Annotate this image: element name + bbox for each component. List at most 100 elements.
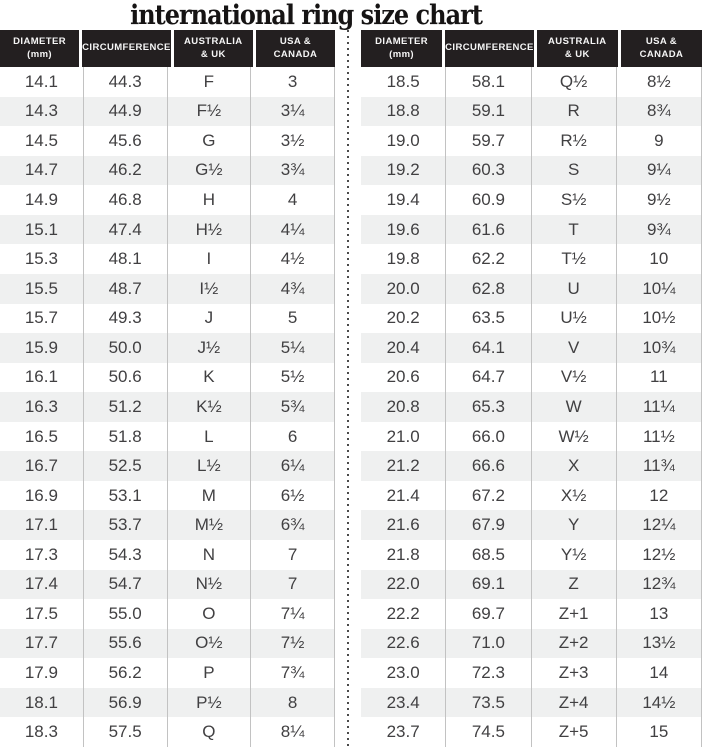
table-cell: 9½ [615, 185, 701, 215]
table-cell: 54.7 [82, 569, 167, 600]
table-row: 14.7 46.2 G½ 3¾ [0, 155, 334, 186]
column-header-line: CIRCUMFERENCE [82, 42, 171, 54]
table-cell: 3¼ [250, 96, 334, 127]
table-cell: 11½ [615, 421, 701, 452]
table-cell: S½ [530, 185, 616, 215]
table-cell: 17.7 [24, 633, 58, 653]
table-cell: 21.6 [386, 515, 420, 535]
table-cell: 21.0 [386, 426, 420, 446]
table-cell: O½ [166, 628, 251, 659]
table-cell: 57.5 [82, 717, 167, 747]
table-cell: 45.6 [82, 126, 167, 156]
table-cell: N [166, 540, 251, 570]
table-cell: 64.1 [445, 333, 530, 363]
table-cell: 18.3 [24, 722, 58, 742]
table-cell: 4½ [250, 244, 334, 274]
table-cell: 7¼ [250, 599, 334, 629]
table-cell: 51.8 [82, 421, 167, 452]
table-cell: U½ [530, 303, 616, 334]
table-cell: 72.3 [445, 658, 530, 688]
table-cell: 56.2 [82, 658, 167, 688]
table-cell: L½ [166, 451, 251, 481]
table-cell: 71.0 [445, 628, 530, 659]
table-cell: 46.2 [82, 155, 167, 186]
table-cell: 15 [615, 717, 701, 747]
table-row: 18.5 58.1 Q½ 8½ [361, 67, 701, 97]
table-row: 19.0 59.7 R½ 9 [361, 126, 701, 156]
table-row: 23.4 73.5 Z+4 14½ [361, 687, 701, 718]
table-row: 21.8 68.5 Y½ 12½ [361, 540, 701, 570]
table-cell: 15.1 [24, 219, 58, 239]
table-row: 20.2 63.5 U½ 10½ [361, 303, 701, 334]
table-body: 18.5 58.1 Q½ 8½ 18.8 59.1 R 8¾ 19.0 59.7 R½ 9 19.2 60… [361, 67, 702, 747]
table-row: 17.4 54.7 N½ 7 [0, 569, 334, 600]
table-cell: 23.0 [386, 663, 420, 683]
table-cell: 17.3 [24, 544, 58, 564]
table-cell: G [166, 126, 251, 156]
table-row: 19.8 62.2 T½ 10 [361, 244, 701, 274]
table-cell: 50.0 [82, 333, 167, 363]
column-header-line: (mm) [27, 48, 52, 60]
table-cell: 15.7 [24, 308, 58, 328]
table-cell: 19.8 [386, 249, 420, 269]
table-cell: 15.9 [24, 337, 58, 357]
table-cell: 60.9 [445, 185, 530, 215]
table-cell: 13½ [615, 628, 701, 659]
table-row: 18.1 56.9 P½ 8 [0, 687, 334, 718]
table-cell: F½ [166, 96, 251, 127]
table-row: 16.3 51.2 K½ 5¾ [0, 392, 334, 422]
table-cell: 4¼ [250, 214, 334, 245]
table-cell: 8¼ [250, 717, 334, 747]
column-header: AUSTRALIA & UK [173, 30, 253, 67]
table-cell: V½ [530, 362, 616, 393]
table-row: 21.6 67.9 Y 12¼ [361, 510, 701, 540]
table-cell: I [166, 244, 251, 274]
table-cell: 19.0 [386, 130, 420, 150]
table-cell: 15.5 [24, 278, 58, 298]
table-row: 16.1 50.6 K 5½ [0, 362, 334, 393]
column-header: DIAMETER (mm) [361, 30, 443, 67]
table-cell: 58.1 [445, 67, 530, 97]
column-header-line: USA & [279, 36, 312, 48]
table-cell: V [530, 333, 616, 363]
column-header: USA & CANADA [255, 30, 336, 67]
ring-size-table-right: DIAMETER (mm) CIRCUMFERENCE AUSTRALIA & UK US… [361, 30, 702, 747]
table-row: 15.7 49.3 J 5 [0, 303, 334, 334]
table-cell: 7½ [250, 628, 334, 659]
column-header: USA & CANADA [620, 30, 702, 67]
table-cell: Q½ [530, 67, 616, 97]
table-cell: 16.3 [24, 396, 58, 416]
table-cell: R½ [530, 126, 616, 156]
table-cell: 20.2 [386, 308, 420, 328]
table-cell: 44.9 [82, 96, 167, 127]
column-header-line: USA & [645, 36, 678, 48]
table-cell: 10¾ [615, 333, 701, 363]
table-header: DIAMETER (mm) CIRCUMFERENCE AUSTRALIA & UK US… [0, 30, 336, 67]
table-cell: 63.5 [445, 303, 530, 334]
table-cell: 16.7 [24, 456, 58, 476]
table-cell: 68.5 [445, 540, 530, 570]
table-row: 21.2 66.6 X 11¾ [361, 451, 701, 481]
column-header-line: DIAMETER [375, 36, 428, 48]
table-cell: 53.7 [82, 510, 167, 540]
table-cell: 12¼ [615, 510, 701, 540]
column-header: CIRCUMFERENCE [445, 30, 534, 67]
table-cell: W [530, 392, 616, 422]
table-row: 16.5 51.8 L 6 [0, 421, 334, 452]
table-row: 19.4 60.9 S½ 9½ [361, 185, 701, 215]
column-header-line: AUSTRALIA [548, 36, 607, 48]
table-cell: 23.7 [386, 722, 420, 742]
table-cell: 8 [250, 687, 334, 718]
table-cell: 20.0 [386, 278, 420, 298]
table-cell: 14½ [615, 687, 701, 718]
table-row: 21.4 67.2 X½ 12 [361, 480, 701, 511]
table-cell: 56.9 [82, 687, 167, 718]
table-body: 14.1 44.3 F 3 14.3 44.9 F½ 3¼ 14.5 45.6 G 3½ 14.7 46.… [0, 67, 335, 747]
table-cell: 18.1 [24, 692, 58, 712]
table-row: 20.6 64.7 V½ 11 [361, 362, 701, 393]
table-cell: Y½ [530, 540, 616, 570]
table-cell: 17.1 [24, 515, 58, 535]
table-cell: 49.3 [82, 303, 167, 334]
table-cell: 19.2 [386, 160, 420, 180]
table-cell: 6 [250, 421, 334, 452]
